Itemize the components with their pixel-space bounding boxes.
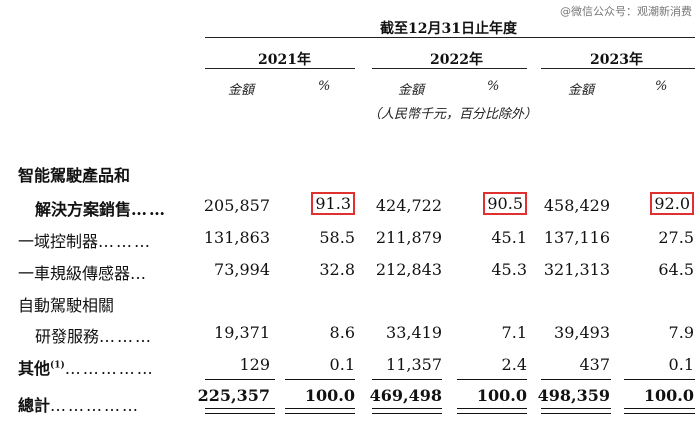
cell-r2-c3: 45.1 <box>491 228 527 247</box>
subtotal-rule <box>624 379 695 380</box>
year-rule-2022 <box>372 68 527 69</box>
pct-label-2023: % <box>655 79 668 94</box>
cell-r3-c1: 32.8 <box>319 260 355 279</box>
row-label-5: 研發服務……… <box>35 327 154 346</box>
period-title: 截至12月31日止年度 <box>380 21 517 37</box>
cell-r6-c0: 129 <box>239 355 270 374</box>
cell-r6-c3: 2.4 <box>501 355 527 374</box>
cell-r7-c0: 225,357 <box>197 386 270 405</box>
cell-r5-c2: 33,419 <box>386 323 442 342</box>
cell-r5-c0: 19,371 <box>214 323 270 342</box>
pct-label-2022: % <box>487 79 500 94</box>
cell-r3-c3: 45.3 <box>491 260 527 279</box>
amount-label-2023: 金額 <box>568 83 595 98</box>
cell-r2-c2: 211,879 <box>375 228 442 247</box>
highlight-box: 92.0 <box>650 192 694 215</box>
cell-r5-c1: 8.6 <box>329 323 355 342</box>
amount-label-2022: 金額 <box>398 83 425 98</box>
row-label-2: 一域控制器……… <box>18 232 153 251</box>
cell-r5-c3: 7.1 <box>501 323 527 342</box>
year-rule-2023 <box>541 68 695 69</box>
highlight-box: 90.5 <box>483 192 527 215</box>
subtotal-rule <box>372 379 442 380</box>
row-label-6: 其他(1)…………… <box>18 359 155 378</box>
watermark: @微信公众号：观潮新消费 <box>560 5 692 18</box>
cell-r7-c4: 498,359 <box>537 386 610 405</box>
year-2023: 2023年 <box>590 52 643 68</box>
cell-r2-c0: 131,863 <box>203 228 270 247</box>
cell-r3-c5: 64.5 <box>658 260 694 279</box>
total-double-rule <box>541 408 611 414</box>
cell-r6-c1: 0.1 <box>329 355 355 374</box>
total-double-rule <box>624 408 695 414</box>
cell-r1-c4: 458,429 <box>543 196 610 215</box>
total-double-rule <box>372 408 442 414</box>
subtotal-rule <box>541 379 611 380</box>
row-label-3: 一車規級傳感器… <box>18 264 149 283</box>
subtotal-rule <box>457 379 527 380</box>
row-label-4: 自動駕駛相關 <box>18 296 115 315</box>
cell-r3-c2: 212,843 <box>375 260 442 279</box>
subtotal-rule <box>285 379 355 380</box>
cell-r6-c5: 0.1 <box>668 355 694 374</box>
year-2021: 2021年 <box>258 52 311 68</box>
cell-r6-c2: 11,357 <box>386 355 442 374</box>
cell-r7-c2: 469,498 <box>369 386 442 405</box>
year-rule-2021 <box>205 68 355 69</box>
row-label-1: 解決方案銷售…… <box>35 200 168 219</box>
cell-r1-c1: 91.3 <box>285 192 355 215</box>
total-double-rule <box>457 408 527 414</box>
cell-r3-c4: 321,313 <box>543 260 610 279</box>
year-2022: 2022年 <box>430 52 483 68</box>
cell-r1-c2: 424,722 <box>375 196 442 215</box>
row-label-0: 智能駕駛產品和 <box>18 166 131 185</box>
cell-r1-c3: 90.5 <box>457 192 527 215</box>
row-label-7: 總計…………… <box>18 396 141 415</box>
cell-r1-c0: 205,857 <box>203 196 270 215</box>
highlight-box: 91.3 <box>311 192 355 215</box>
subtotal-rule <box>205 379 275 380</box>
total-double-rule <box>285 408 355 414</box>
cell-r2-c1: 58.5 <box>319 228 355 247</box>
cell-r2-c5: 27.5 <box>658 228 694 247</box>
cell-r2-c4: 137,116 <box>543 228 610 247</box>
cell-r1-c5: 92.0 <box>624 192 694 215</box>
cell-r7-c1: 100.0 <box>304 386 355 405</box>
cell-r6-c4: 437 <box>579 355 610 374</box>
cell-r7-c3: 100.0 <box>476 386 527 405</box>
total-double-rule <box>205 408 275 414</box>
cell-r7-c5: 100.0 <box>643 386 694 405</box>
cell-r5-c5: 7.9 <box>668 323 694 342</box>
unit-note: （人民幣千元，百分比除外） <box>368 107 538 122</box>
header-rule <box>205 37 695 38</box>
pct-label-2021: % <box>318 79 331 94</box>
cell-r5-c4: 39,493 <box>554 323 610 342</box>
cell-r3-c0: 73,994 <box>214 260 270 279</box>
amount-label-2021: 金額 <box>228 83 255 98</box>
